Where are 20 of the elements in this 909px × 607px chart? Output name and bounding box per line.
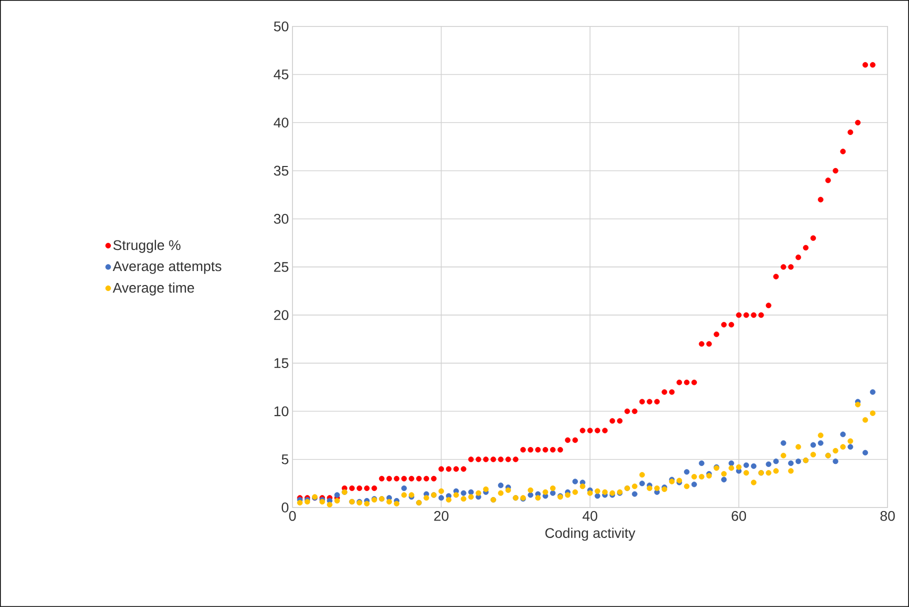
legend-label: Struggle % bbox=[113, 240, 180, 253]
x-axis-title: Coding activity bbox=[545, 528, 636, 541]
y-tick-label: 20 bbox=[274, 310, 288, 320]
y-tick-label: 5 bbox=[282, 454, 288, 464]
y-tick-label: 15 bbox=[274, 358, 288, 368]
x-tick-label: 0 bbox=[289, 511, 296, 521]
y-tick-label: 35 bbox=[274, 166, 288, 176]
y-tick-label: 10 bbox=[274, 406, 288, 416]
x-tick-label: 20 bbox=[434, 511, 448, 521]
legend-label: Average time bbox=[112, 282, 194, 296]
y-tick-label: 50 bbox=[274, 21, 288, 32]
x-tick-label: 40 bbox=[582, 511, 598, 521]
y-tick-label: 45 bbox=[274, 70, 288, 80]
x-tick-label: 80 bbox=[880, 511, 895, 521]
x-tick-label: 60 bbox=[732, 511, 746, 521]
y-tick-label: 0 bbox=[282, 502, 288, 512]
y-tick-label: 40 bbox=[274, 118, 288, 128]
y-tick-label: 30 bbox=[274, 214, 288, 224]
y-tick-label: 25 bbox=[274, 262, 288, 272]
legend-label: Average attempts bbox=[112, 261, 222, 274]
